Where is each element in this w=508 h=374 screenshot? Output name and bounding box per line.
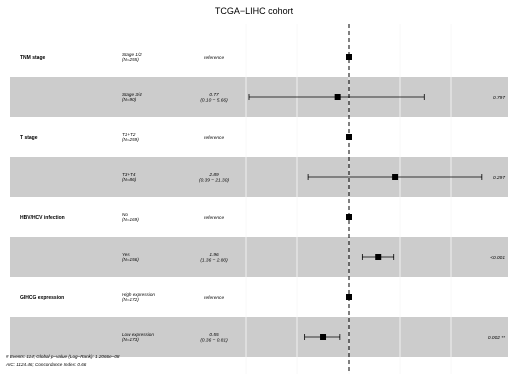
estimate-ci: (0.39 − 21.30) bbox=[199, 178, 229, 184]
estimate-value: 0.55 bbox=[209, 332, 219, 338]
p-value: 0.797 bbox=[493, 95, 505, 101]
level-label: Stage 1/2 bbox=[122, 52, 142, 57]
level-label: Yes bbox=[122, 252, 130, 257]
estimate-reference: reference bbox=[204, 55, 225, 61]
row-band bbox=[10, 317, 508, 357]
p-value: 0.002 ** bbox=[488, 335, 505, 341]
level-label: Low expression bbox=[122, 332, 154, 337]
level-n: (N=255) bbox=[122, 57, 139, 62]
footnote-events: # Events: 114; Global p−value (Log−Rank)… bbox=[6, 354, 120, 359]
footnote-aic: AIC: 1124.46; Concordance Index: 0.66 bbox=[6, 362, 87, 367]
estimate-reference: reference bbox=[204, 295, 225, 301]
level-n: (N=156) bbox=[122, 257, 139, 262]
estimate-reference: reference bbox=[204, 135, 225, 141]
level-n: (N=259) bbox=[122, 137, 139, 142]
estimate-ci: (0.36 − 0.81) bbox=[200, 338, 228, 344]
hazard-ratio-point bbox=[346, 54, 352, 60]
estimate-value: 1.96 bbox=[209, 252, 219, 258]
p-value: 0.297 bbox=[493, 175, 505, 181]
level-n: (N=86) bbox=[122, 177, 137, 182]
level-n: (N=90) bbox=[122, 97, 137, 102]
estimate-value: 0.77 bbox=[209, 92, 219, 98]
estimate-ci: (1.36 − 2.80) bbox=[200, 258, 228, 264]
p-value: <0.001 bbox=[490, 255, 505, 261]
hazard-ratio-point bbox=[346, 294, 352, 300]
level-label: T3+T4 bbox=[122, 172, 136, 177]
hazard-ratio-point bbox=[334, 94, 341, 100]
row-band bbox=[10, 237, 508, 277]
level-label: High expression bbox=[122, 292, 155, 297]
level-n: (N=169) bbox=[122, 217, 139, 222]
level-label: T1+T2 bbox=[122, 132, 136, 137]
level-label: No bbox=[122, 212, 128, 217]
estimate-value: 2.89 bbox=[208, 172, 219, 178]
variable-label: GIHCG expression bbox=[20, 295, 64, 301]
variable-label: HBV/HCV infection bbox=[20, 215, 65, 221]
variable-label: T stage bbox=[20, 135, 38, 141]
estimate-ci: (0.10 − 5.66) bbox=[200, 98, 228, 104]
hazard-ratio-point bbox=[375, 254, 382, 260]
hazard-ratio-point bbox=[346, 134, 352, 140]
hazard-ratio-point bbox=[346, 214, 352, 220]
hazard-ratio-point bbox=[320, 334, 327, 340]
estimate-reference: reference bbox=[204, 215, 225, 221]
page-title: TCGA−LIHC cohort bbox=[214, 6, 294, 16]
variable-label: TNM stage bbox=[20, 55, 46, 61]
level-n: (N=173) bbox=[122, 337, 139, 342]
level-label: Stage 3/4 bbox=[122, 92, 142, 97]
hazard-ratio-point bbox=[392, 174, 399, 180]
level-n: (N=172) bbox=[122, 297, 139, 302]
